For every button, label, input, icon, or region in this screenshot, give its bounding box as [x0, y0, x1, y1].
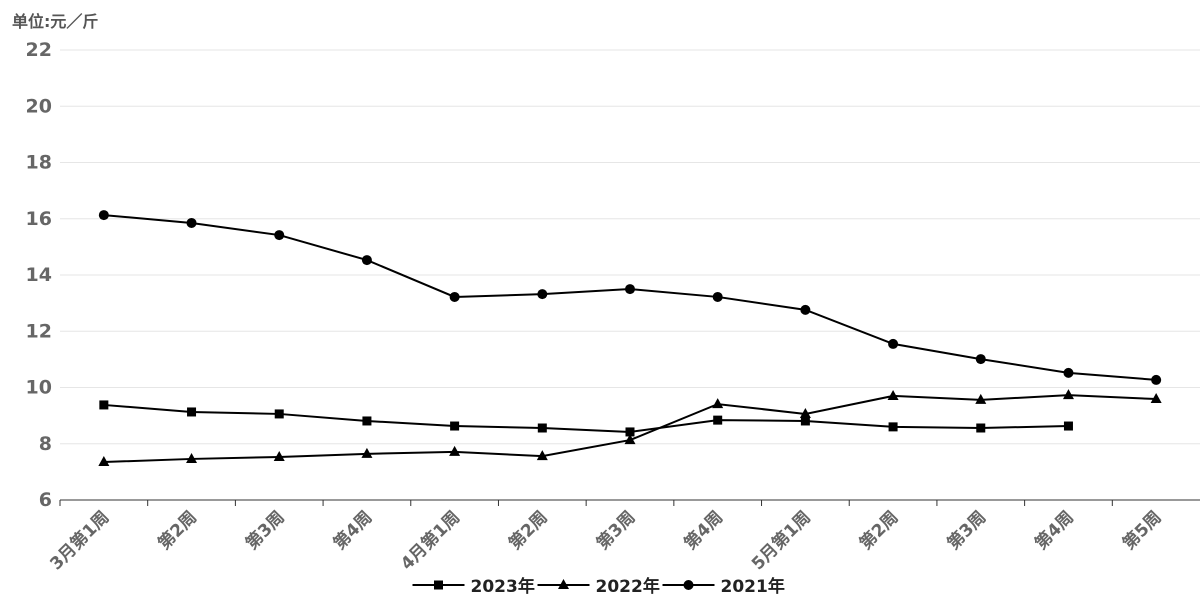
point	[625, 284, 635, 295]
y-tick-label: 6	[39, 489, 52, 511]
x-tick-label: 第3周	[242, 507, 289, 554]
x-tick-label: 第4周	[329, 507, 376, 554]
point	[712, 398, 724, 409]
point	[98, 456, 110, 467]
point	[975, 354, 986, 365]
x-tick-label: 第5周	[1118, 507, 1165, 554]
x-tick-label: 第2周	[154, 507, 201, 554]
point	[888, 422, 898, 432]
point	[888, 338, 899, 349]
point	[187, 407, 197, 417]
point	[98, 210, 109, 221]
point	[537, 289, 548, 300]
point	[800, 304, 811, 315]
point	[683, 580, 694, 590]
point	[362, 416, 372, 426]
point	[449, 291, 460, 302]
x-tick-label: 5月第1周	[747, 507, 815, 575]
point	[558, 579, 569, 589]
x-tick-label: 3月第1周	[46, 507, 114, 575]
y-tick-label: 18	[26, 152, 52, 174]
point	[976, 423, 986, 433]
point	[1151, 374, 1162, 385]
x-tick-label: 第4周	[1031, 507, 1078, 554]
unit-label: 单位:元／斤	[12, 12, 98, 31]
y-tick-label: 14	[26, 264, 52, 286]
legend-label: 2023年	[471, 576, 535, 597]
point	[1063, 367, 1074, 378]
y-tick-label: 10	[26, 377, 52, 399]
point	[449, 445, 461, 456]
series-line	[103, 214, 1157, 381]
y-tick-label: 22	[26, 39, 52, 61]
x-tick-label: 第4周	[680, 507, 727, 554]
x-tick-label: 第3周	[943, 507, 990, 554]
y-tick-label: 20	[26, 95, 52, 117]
point	[186, 452, 198, 463]
point	[434, 580, 443, 590]
point	[799, 407, 811, 418]
point	[536, 450, 548, 461]
point	[99, 400, 109, 410]
point	[274, 409, 284, 419]
point	[713, 415, 723, 425]
point	[887, 389, 899, 400]
x-tick-label: 4月第1周	[397, 507, 465, 575]
point	[712, 291, 723, 302]
point	[1063, 421, 1073, 431]
point	[1150, 393, 1162, 404]
point	[361, 447, 373, 458]
point	[361, 255, 372, 266]
point	[624, 434, 636, 445]
point	[450, 421, 460, 431]
y-tick-label: 12	[26, 320, 52, 342]
legend-label: 2022年	[596, 576, 660, 597]
point	[186, 217, 197, 228]
x-tick-label: 第3周	[592, 507, 639, 554]
point	[537, 423, 547, 433]
point	[625, 427, 635, 437]
x-tick-label: 第2周	[855, 507, 902, 554]
y-tick-label: 16	[26, 208, 52, 230]
series-line	[103, 403, 1069, 433]
x-tick-label: 第2周	[505, 507, 552, 554]
point	[800, 416, 810, 426]
point	[975, 393, 987, 404]
point	[274, 230, 285, 241]
point	[1062, 389, 1074, 400]
legend-label: 2021年	[721, 576, 785, 597]
y-tick-label: 8	[39, 433, 52, 455]
point	[273, 450, 285, 461]
